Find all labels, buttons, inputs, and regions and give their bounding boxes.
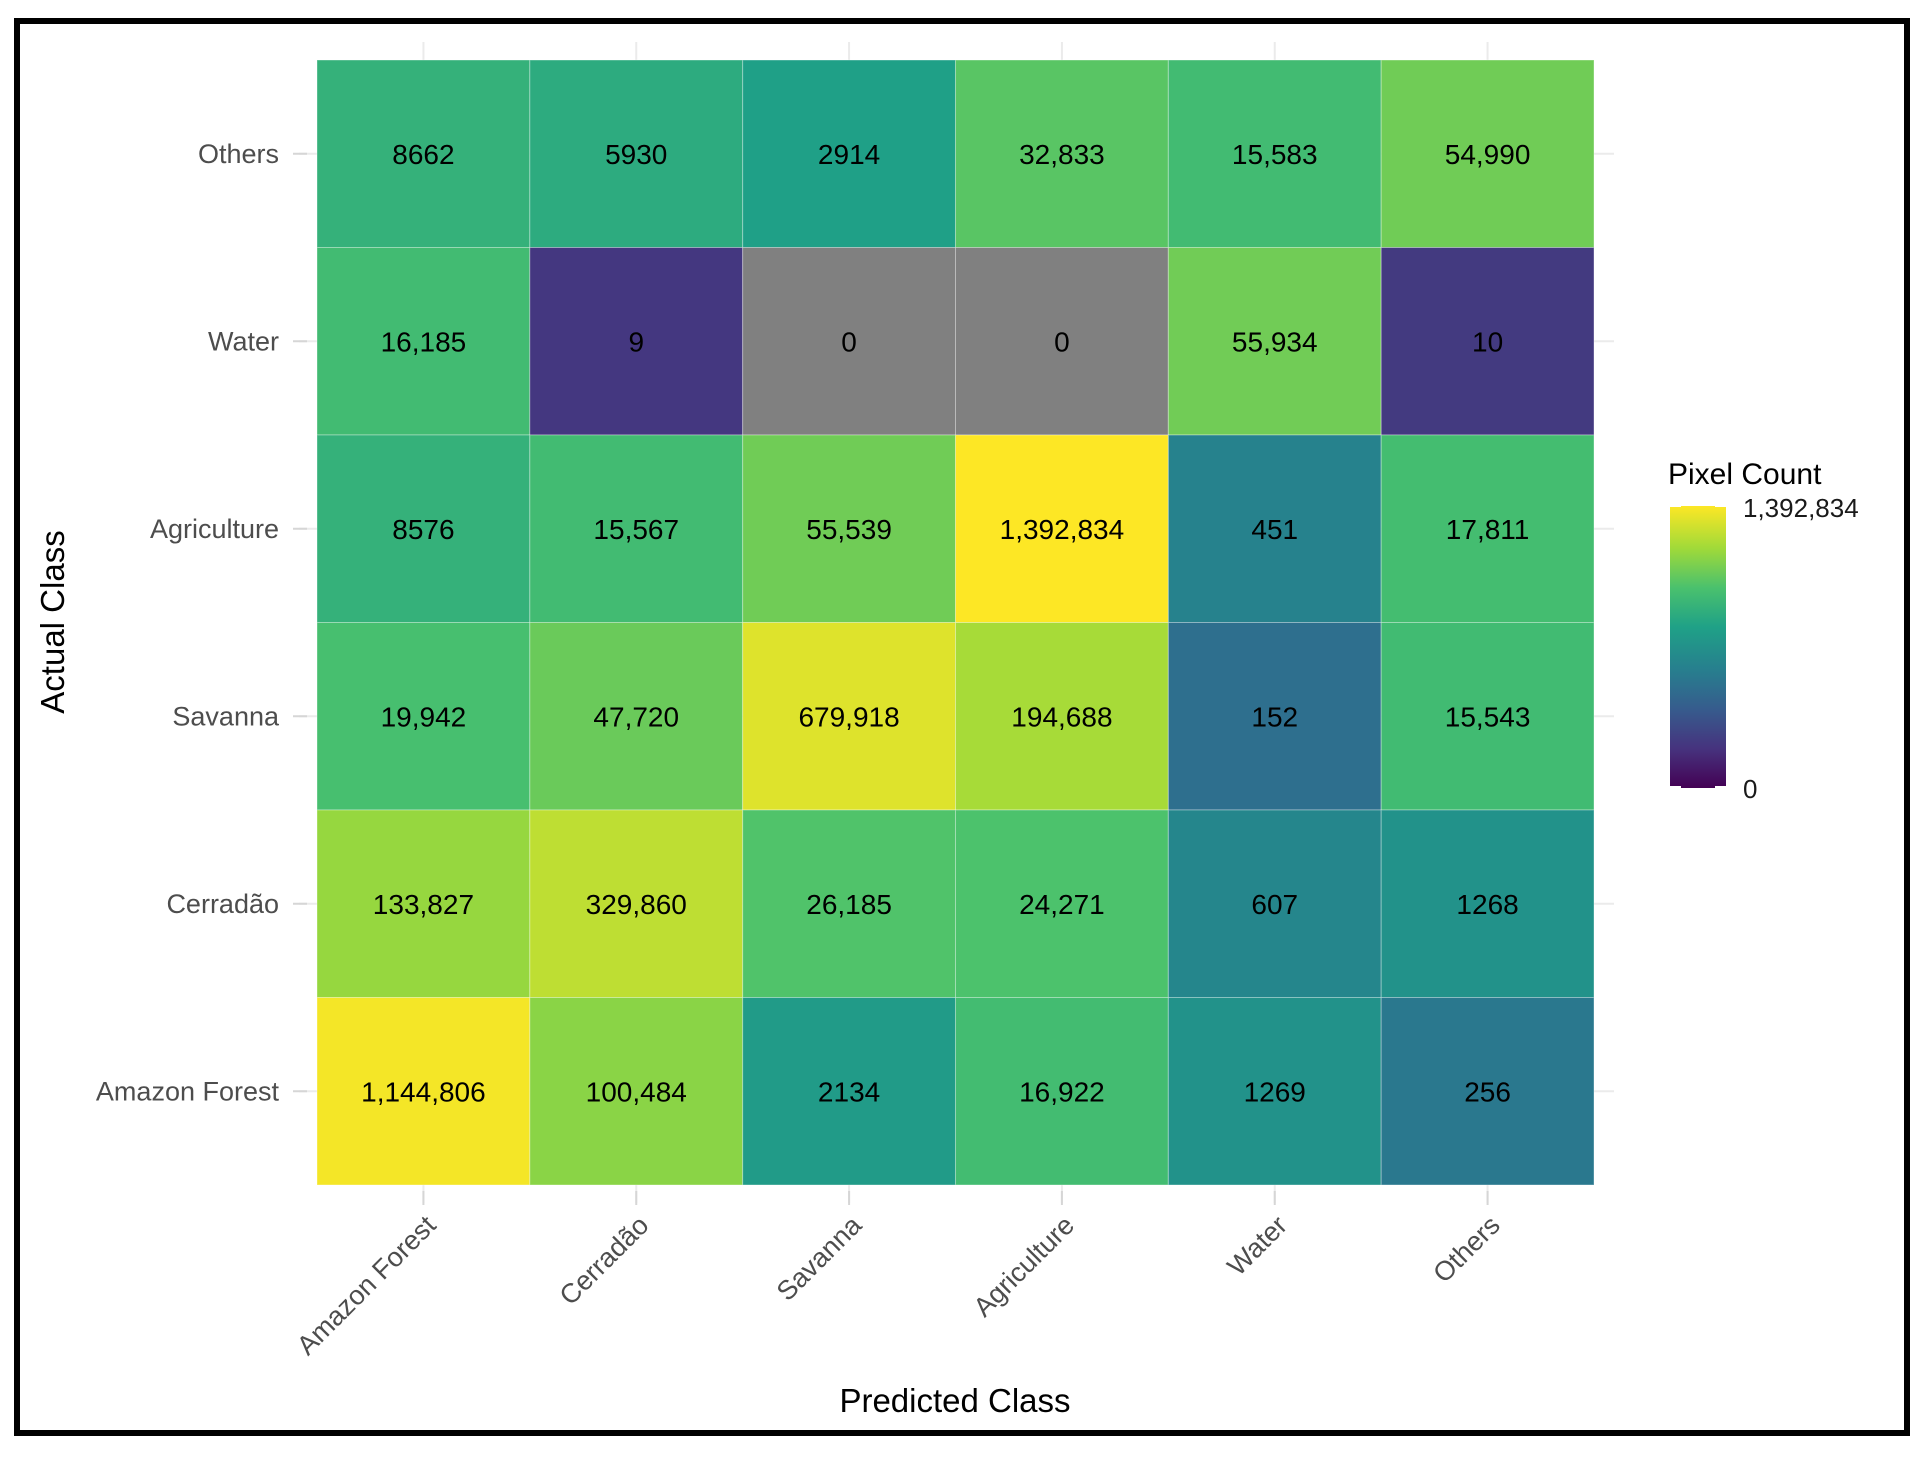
heatmap-cell-others-savanna bbox=[742, 59, 957, 248]
heatmap-cell-savanna-amazon-forest bbox=[316, 622, 531, 811]
heatmap-cell-savanna-others bbox=[1380, 622, 1595, 811]
heatmap-cell-amazon-forest-amazon-forest bbox=[316, 997, 531, 1186]
legend-colorbar bbox=[1670, 506, 1726, 788]
heatmap-cell-amazon-forest-savanna bbox=[742, 997, 957, 1186]
cell-value-label: 10 bbox=[1472, 326, 1503, 357]
cell-value-label: 24,271 bbox=[1019, 889, 1105, 920]
cell-value-label: 5930 bbox=[605, 139, 667, 170]
cell-value-label: 8662 bbox=[392, 139, 454, 170]
cell-value-label: 15,583 bbox=[1232, 139, 1318, 170]
cell-value-labels: 8662 5930 2914 32,833 15,583 54,990 16,185 9 0 0 5… bbox=[361, 139, 1530, 1108]
heatmap-cell-water-water bbox=[1167, 247, 1382, 436]
x-tick-label: Savanna bbox=[771, 1209, 868, 1306]
cell-value-label: 15,567 bbox=[593, 514, 679, 545]
heatmap-cell-amazon-forest-others bbox=[1380, 997, 1595, 1186]
cell-value-label: 16,922 bbox=[1019, 1076, 1105, 1107]
heatmap-cell-cerradao-others bbox=[1380, 809, 1595, 998]
legend: Pixel Count 1,392,834 0 bbox=[1668, 458, 1859, 804]
heatmap-cell-water-cerradao bbox=[529, 247, 744, 436]
y-tick-label: Cerradão bbox=[166, 889, 279, 919]
cell-value-label: 32,833 bbox=[1019, 139, 1105, 170]
heatmap-cell-savanna-water bbox=[1167, 622, 1382, 811]
x-tick-label: Agriculture bbox=[968, 1210, 1080, 1322]
cell-value-label: 1268 bbox=[1456, 889, 1518, 920]
cell-value-label: 55,539 bbox=[806, 514, 892, 545]
heatmap-cell-cerradao-water bbox=[1167, 809, 1382, 998]
cell-value-label: 47,720 bbox=[593, 701, 679, 732]
cell-value-label: 17,811 bbox=[1446, 514, 1530, 545]
cell-value-label: 8576 bbox=[392, 514, 454, 545]
heatmap-cell-others-amazon-forest bbox=[316, 59, 531, 248]
cell-value-label: 607 bbox=[1251, 889, 1298, 920]
cell-value-label: 133,827 bbox=[373, 889, 474, 920]
heatmap-cell-agriculture-amazon-forest bbox=[316, 434, 531, 623]
heatmap-cell-water-amazon-forest bbox=[316, 247, 531, 436]
x-tick-label: Others bbox=[1427, 1210, 1506, 1289]
heatmap-cell-others-cerradao bbox=[529, 59, 744, 248]
x-tick-label: Amazon Forest bbox=[291, 1210, 442, 1361]
cell-value-label: 26,185 bbox=[806, 889, 892, 920]
cell-value-label: 2134 bbox=[818, 1076, 880, 1107]
heatmap-cell-cerradao-amazon-forest bbox=[316, 809, 531, 998]
heatmap-cell-water-agriculture bbox=[955, 247, 1169, 436]
heatmap-cell-cerradao-cerradao bbox=[529, 809, 744, 998]
cell-value-label: 54,990 bbox=[1445, 139, 1531, 170]
cell-value-label: 0 bbox=[1054, 326, 1070, 357]
cell-value-label: 1,392,834 bbox=[1000, 514, 1125, 545]
y-axis-title: Actual Class bbox=[34, 530, 71, 713]
x-tick-label: Water bbox=[1222, 1210, 1293, 1281]
heatmap-cell-agriculture-cerradao bbox=[529, 434, 744, 623]
cell-value-label: 0 bbox=[841, 326, 857, 357]
heatmap-cell-water-others bbox=[1380, 247, 1595, 436]
cell-value-label: 329,860 bbox=[586, 889, 687, 920]
cell-value-label: 1269 bbox=[1244, 1076, 1306, 1107]
y-tick-label: Savanna bbox=[172, 701, 280, 731]
heatmap-cells bbox=[316, 59, 1595, 1186]
x-axis-title: Predicted Class bbox=[839, 1382, 1070, 1419]
heatmap-cell-savanna-cerradao bbox=[529, 622, 744, 811]
heatmap-cell-savanna-agriculture bbox=[955, 622, 1169, 811]
cell-value-label: 19,942 bbox=[381, 701, 467, 732]
cell-value-label: 100,484 bbox=[586, 1076, 687, 1107]
cell-value-label: 256 bbox=[1464, 1076, 1511, 1107]
heatmap-cell-amazon-forest-agriculture bbox=[955, 997, 1169, 1186]
cell-value-label: 55,934 bbox=[1232, 326, 1318, 357]
heatmap-cell-savanna-savanna bbox=[742, 622, 957, 811]
heatmap-cell-amazon-forest-cerradao bbox=[529, 997, 744, 1186]
legend-min-label: 0 bbox=[1743, 774, 1757, 804]
heatmap-cell-agriculture-savanna bbox=[742, 434, 957, 623]
legend-max-label: 1,392,834 bbox=[1743, 493, 1859, 523]
cell-value-label: 152 bbox=[1251, 701, 1298, 732]
heatmap-cell-others-agriculture bbox=[955, 59, 1169, 248]
heatmap-cell-agriculture-others bbox=[1380, 434, 1595, 623]
y-tick-label: Others bbox=[198, 139, 279, 169]
cell-value-label: 679,918 bbox=[798, 701, 899, 732]
y-tick-label: Agriculture bbox=[150, 514, 279, 544]
cell-value-label: 9 bbox=[628, 326, 644, 357]
y-tick-label: Water bbox=[208, 326, 279, 356]
y-tick-label: Amazon Forest bbox=[96, 1076, 280, 1106]
heatmap-cell-water-savanna bbox=[742, 247, 957, 436]
legend-title: Pixel Count bbox=[1668, 458, 1822, 491]
cell-value-label: 194,688 bbox=[1011, 701, 1112, 732]
cell-value-label: 451 bbox=[1251, 514, 1298, 545]
cell-value-label: 16,185 bbox=[381, 326, 467, 357]
heatmap-cell-cerradao-agriculture bbox=[955, 809, 1169, 998]
cell-value-label: 1,144,806 bbox=[361, 1076, 486, 1107]
heatmap-cell-agriculture-water bbox=[1167, 434, 1382, 623]
heatmap-cell-others-others bbox=[1380, 59, 1595, 248]
cell-value-label: 2914 bbox=[818, 139, 880, 170]
heatmap-cell-agriculture-agriculture bbox=[955, 434, 1169, 623]
cell-value-label: 15,543 bbox=[1445, 701, 1531, 732]
heatmap-cell-amazon-forest-water bbox=[1167, 997, 1382, 1186]
x-tick-label: Cerradão bbox=[554, 1210, 655, 1311]
